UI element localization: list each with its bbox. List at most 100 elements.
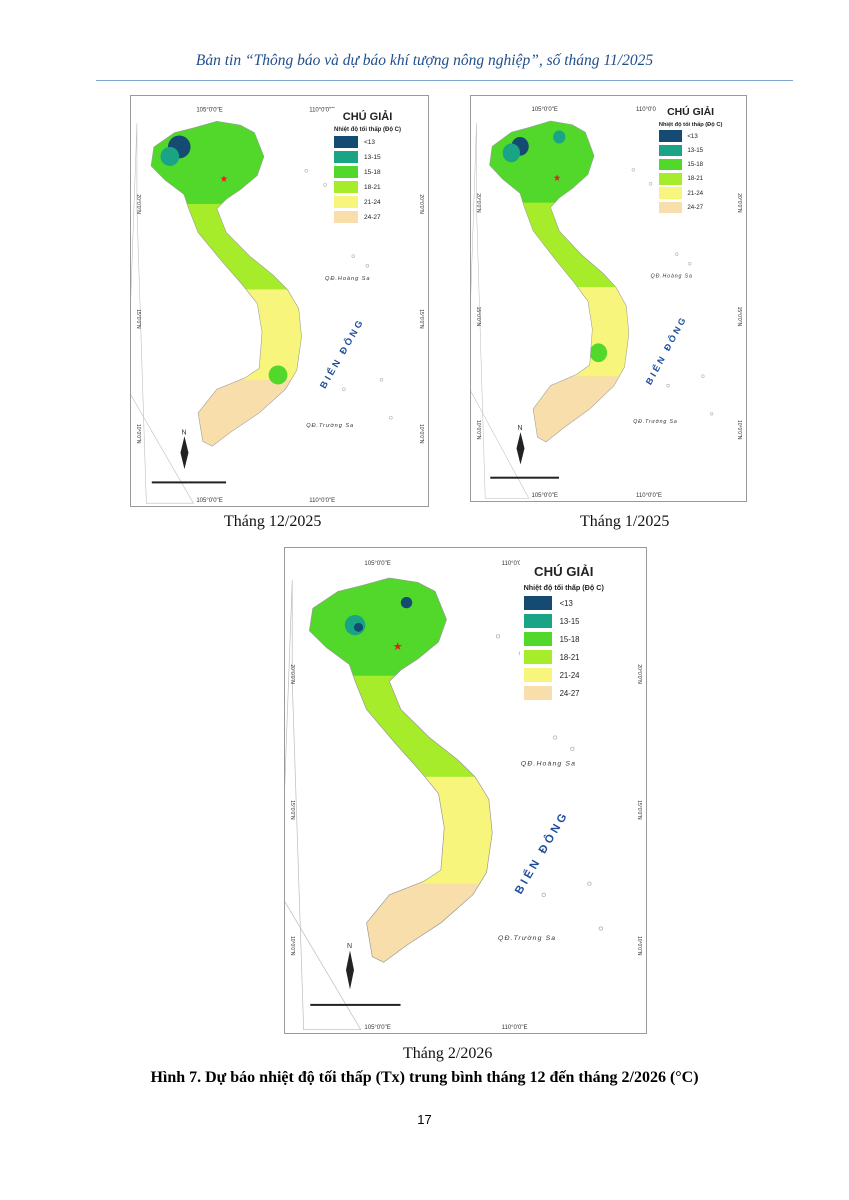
island-marker bbox=[495, 634, 501, 639]
legend-item: 13-15 bbox=[334, 151, 401, 163]
legend-label: 24-27 bbox=[559, 688, 580, 698]
legend-swatch bbox=[334, 181, 358, 193]
legend-swatch bbox=[658, 144, 682, 157]
legend-item: 24-27 bbox=[334, 211, 401, 223]
lat-label: 20°0'0"N bbox=[736, 193, 742, 213]
label-bien-dong: BIỂN ĐÔNG bbox=[643, 313, 689, 387]
legend-swatch bbox=[523, 631, 553, 647]
map-legend: CHÚ GIẢI Nhiệt độ tối thấp (Độ C) <13 13-1… bbox=[656, 104, 726, 219]
zone-24-27 bbox=[151, 379, 302, 447]
legend-swatch bbox=[523, 613, 553, 629]
lon-label-110: 110°0'0"E bbox=[502, 561, 528, 567]
temperature-blob bbox=[160, 146, 180, 166]
legend-label: 21-24 bbox=[364, 198, 381, 206]
legend-item: 24-27 bbox=[658, 201, 723, 214]
temperature-blob bbox=[353, 622, 364, 632]
legend-label: 15-18 bbox=[687, 161, 704, 169]
legend-item: <13 bbox=[523, 595, 604, 611]
lat-label: 10°0'0"N bbox=[289, 936, 295, 956]
temperature-blob bbox=[400, 597, 413, 609]
north-arrow-icon bbox=[180, 436, 189, 470]
lon-label-110-bottom: 110°0'0"E bbox=[309, 498, 335, 504]
island-marker bbox=[351, 254, 355, 258]
country-outline bbox=[489, 120, 630, 443]
figure-caption: Hình 7. Dự báo nhiệt độ tối thấp (Tx) tr… bbox=[150, 1069, 699, 1086]
legend-item: 21-24 bbox=[658, 187, 723, 199]
map-legend: CHÚ GIẢI Nhiệt độ tối thấp (Độ C) <13 13-1… bbox=[520, 560, 608, 708]
lat-label: 15°0'0"N bbox=[636, 800, 642, 820]
legend-label: 13-15 bbox=[687, 146, 704, 154]
legend-swatch bbox=[334, 211, 358, 223]
label-hoang-sa: QĐ.Hoàng Sa bbox=[651, 274, 693, 280]
map-canvas: ★ QĐ.Hoàng Sa QĐ.Trường Sa BIỂN ĐÔNG 105°0'0… bbox=[131, 107, 424, 504]
island-marker bbox=[688, 261, 692, 266]
lat-label: 20°0'0"N bbox=[418, 194, 424, 214]
lat-label: 20°0'0"N bbox=[636, 664, 642, 684]
lat-label: 20°0'0"N bbox=[475, 193, 481, 213]
label-bien-dong: BIỂN ĐÔNG bbox=[512, 808, 571, 896]
legend-label: 18-21 bbox=[559, 652, 580, 662]
zone-21-24 bbox=[309, 776, 493, 890]
island-marker bbox=[553, 735, 558, 740]
label-bien-dong: BIỂN ĐÔNG bbox=[317, 316, 367, 391]
north-label: N bbox=[347, 943, 352, 950]
label-truong-sa: QĐ.Trường Sa bbox=[498, 935, 556, 942]
north-arrow-icon bbox=[516, 432, 525, 465]
legend-swatch bbox=[523, 667, 553, 683]
lat-label: 20°0'0"N bbox=[289, 664, 295, 684]
island-marker bbox=[587, 881, 592, 886]
lon-label-110: 110°0'0"E bbox=[309, 107, 335, 113]
north-label: N bbox=[181, 429, 186, 436]
legend-swatch bbox=[658, 187, 682, 199]
map-jan-2025: ★ QĐ.Hoàng Sa QĐ.Trường Sa BIỂN ĐÔNG 105°0'0… bbox=[470, 95, 747, 502]
lon-label-110-bottom: 110°0'0"E bbox=[502, 1025, 528, 1031]
legend-label: 15-18 bbox=[364, 168, 381, 176]
lat-label: 10°0'0"N bbox=[736, 420, 742, 440]
island-marker bbox=[323, 183, 327, 187]
lat-label: 15°0'0"N bbox=[736, 307, 742, 327]
country-outline bbox=[150, 121, 302, 447]
lat-label: 10°0'0"N bbox=[475, 420, 481, 440]
neighbor-border bbox=[285, 580, 362, 1031]
island-marker bbox=[675, 252, 679, 256]
island-marker bbox=[379, 377, 384, 382]
scale-bar bbox=[151, 481, 227, 484]
lon-label-110: 110°0'0"E bbox=[636, 107, 662, 113]
lat-label: 15°0'0"N bbox=[289, 800, 295, 820]
legend-item: 15-18 bbox=[334, 166, 401, 178]
island-marker bbox=[701, 374, 705, 378]
legend-subtitle: Nhiệt độ tối thấp (Độ C) bbox=[523, 583, 604, 593]
capital-star-icon: ★ bbox=[553, 173, 561, 183]
legend-subtitle: Nhiệt độ tối thấp (Độ C) bbox=[334, 127, 401, 133]
temperature-blob bbox=[473, 916, 493, 941]
lon-label-105-bottom: 105°0'0"E bbox=[196, 498, 222, 504]
lon-label-105-bottom: 105°0'0"E bbox=[532, 493, 558, 499]
scale-bar bbox=[310, 1003, 401, 1006]
island-marker bbox=[598, 926, 603, 931]
map-legend: CHÚ GIẢI Nhiệt độ tối thấp (Độ C) <13 13-1… bbox=[331, 108, 404, 229]
legend-item: 15-18 bbox=[658, 158, 723, 171]
legend-title: CHÚ GIẢI bbox=[534, 563, 594, 579]
legend-label: 13-15 bbox=[559, 616, 580, 626]
temperature-blob bbox=[553, 130, 566, 144]
legend-swatch bbox=[658, 201, 682, 214]
legend-swatch bbox=[658, 130, 682, 142]
map-canvas: ★ QĐ.Hoàng Sa QĐ.Trường Sa BIỂN ĐÔNG 105°0'0… bbox=[471, 107, 742, 499]
island-marker bbox=[631, 168, 635, 172]
page-number: 17 bbox=[417, 1112, 432, 1127]
legend-item: 18-21 bbox=[658, 173, 723, 185]
legend-label: 13-15 bbox=[364, 153, 381, 161]
zone-24-27 bbox=[309, 883, 493, 963]
lat-label: 20°0'0"N bbox=[135, 194, 141, 214]
legend-label: 18-21 bbox=[364, 183, 381, 191]
legend-swatch bbox=[334, 166, 358, 178]
island-marker bbox=[570, 746, 575, 751]
scale-bar bbox=[490, 476, 559, 479]
lat-label: 10°0'0"N bbox=[135, 424, 141, 444]
temperature-blob bbox=[268, 365, 288, 385]
label-truong-sa: QĐ.Trường Sa bbox=[633, 419, 677, 425]
lon-label-105-bottom: 105°0'0"E bbox=[364, 1025, 390, 1031]
legend-label: <13 bbox=[687, 132, 698, 140]
neighbor-border bbox=[471, 122, 530, 499]
